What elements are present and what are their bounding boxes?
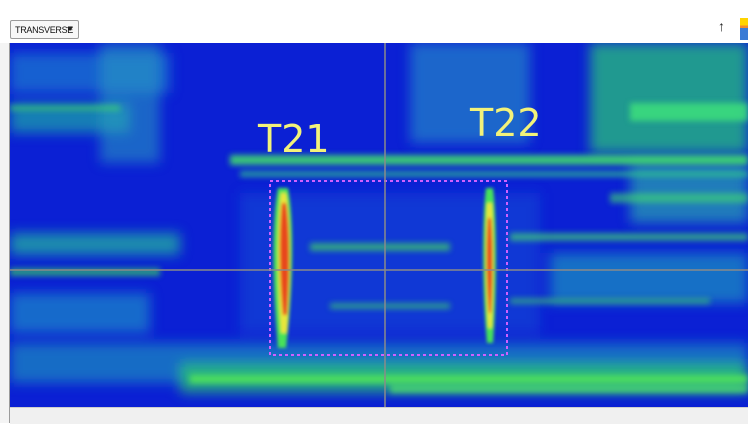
color-scale-legend xyxy=(740,18,748,40)
panel-border xyxy=(9,43,10,423)
indication-label-t21: T21 xyxy=(257,117,330,161)
indication-label-t22: T22 xyxy=(469,101,542,145)
horizontal-echo-bands xyxy=(10,103,748,393)
view-mode-label: TRANSVERSE xyxy=(15,24,74,35)
chevron-down-icon xyxy=(67,27,73,31)
indication-t21-signal xyxy=(273,188,293,348)
up-arrow-icon[interactable]: ↑ xyxy=(718,18,725,34)
status-strip xyxy=(10,407,748,424)
view-mode-dropdown[interactable]: TRANSVERSE xyxy=(10,20,79,39)
transverse-scan-view[interactable]: T21 T22 xyxy=(10,43,748,407)
scan-image: T21 T22 xyxy=(10,43,748,407)
selection-box[interactable] xyxy=(269,180,508,356)
toolbar: TRANSVERSE ↑ xyxy=(0,0,748,43)
indication-t22-signal xyxy=(483,188,496,343)
